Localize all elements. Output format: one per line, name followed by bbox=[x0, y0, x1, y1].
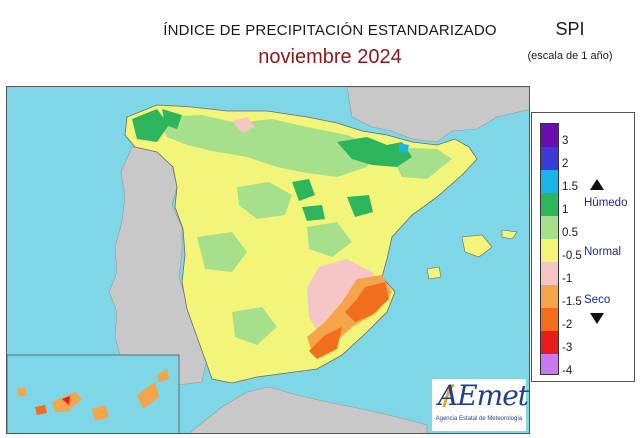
index-name: SPI bbox=[555, 19, 585, 39]
dry-arrow-down-icon bbox=[590, 313, 604, 324]
scale-note: (escala de 1 año) bbox=[527, 50, 613, 62]
almeria-dark-orange-region bbox=[309, 327, 342, 359]
iberico-green-region bbox=[347, 195, 373, 217]
legend-tick-0-5: 0.5 bbox=[562, 227, 578, 239]
lanzarote-island bbox=[157, 369, 169, 382]
center-green-region bbox=[302, 205, 325, 221]
spi-map bbox=[6, 86, 530, 434]
alicante-dark-orange-region bbox=[345, 282, 389, 322]
legend-tick-neg-4: -4 bbox=[562, 365, 573, 377]
galicia-green-region bbox=[132, 109, 169, 142]
legend-label-dry: Seco bbox=[584, 294, 611, 306]
france-land bbox=[346, 87, 529, 143]
legend-swatch-0 bbox=[541, 124, 558, 147]
east-light-green-region bbox=[307, 222, 352, 257]
la-gomera-island bbox=[35, 405, 47, 415]
legend-color-bar bbox=[540, 123, 559, 375]
dark-orange-regions bbox=[309, 282, 389, 359]
fuerteventura-island bbox=[137, 382, 159, 409]
legend-swatch-6 bbox=[541, 262, 558, 285]
tenerife-core-region bbox=[62, 396, 70, 405]
map-title: ÍNDICE DE PRECIPITACIÓN ESTANDARIZADO bbox=[163, 22, 497, 39]
legend-swatch-10 bbox=[541, 354, 558, 374]
legend-tick-3: 3 bbox=[562, 135, 569, 147]
legend-swatch-1 bbox=[541, 147, 558, 170]
light-green-regions bbox=[157, 115, 452, 345]
north-pink-region bbox=[232, 117, 255, 133]
center-north-green-region bbox=[292, 179, 315, 201]
legend-tick-neg-1: -1 bbox=[562, 273, 573, 285]
south-light-green-region bbox=[232, 307, 277, 345]
wet-arrow-up-icon bbox=[590, 179, 604, 190]
ebro-north-green-region bbox=[337, 137, 412, 167]
aemet-logo: AEmet Agencia Estatal de Meteorología bbox=[432, 379, 529, 431]
west-light-green-region bbox=[197, 232, 247, 272]
legend-swatch-8 bbox=[541, 308, 558, 331]
spi-legend: 3 2 1.5 1 0.5 -0.5 -1 -1.5 -2 -3 -4 Húme… bbox=[531, 112, 635, 382]
legend-tick-2: 2 bbox=[562, 158, 569, 170]
center-light-green-region bbox=[237, 182, 292, 219]
map-subtitle-date: noviembre 2024 bbox=[258, 46, 402, 68]
legend-tick-neg-3: -3 bbox=[562, 342, 573, 354]
aemet-logo-text: AEmet bbox=[438, 379, 529, 412]
map-drawing bbox=[7, 87, 529, 433]
asturias-green-region bbox=[162, 109, 182, 129]
legend-tick-neg-2: -2 bbox=[562, 319, 573, 331]
green-regions bbox=[132, 109, 412, 221]
la-palma-island bbox=[17, 387, 27, 397]
legend-tick-1: 1 bbox=[562, 204, 569, 216]
mallorca-island bbox=[461, 234, 493, 258]
legend-swatch-9 bbox=[541, 331, 558, 354]
north-light-green-region bbox=[157, 115, 377, 177]
legend-swatch-4 bbox=[541, 216, 558, 239]
menorca-island bbox=[501, 229, 518, 240]
legend-tick-1-5: 1.5 bbox=[562, 181, 578, 193]
legend-swatch-5 bbox=[541, 239, 558, 262]
legend-label-normal: Normal bbox=[584, 246, 622, 258]
aemet-logo-subtext: Agencia Estatal de Meteorología bbox=[435, 416, 523, 422]
legend-swatch-3 bbox=[541, 193, 558, 216]
legend-swatch-7 bbox=[541, 285, 558, 308]
spain-mainland bbox=[124, 104, 478, 384]
africa-land bbox=[189, 386, 428, 433]
cyan-region bbox=[399, 143, 409, 153]
legend-label-wet: Húmedo bbox=[584, 197, 628, 209]
canary-islands bbox=[17, 369, 169, 421]
legend-swatch-2 bbox=[541, 170, 558, 193]
gran-canaria-island bbox=[92, 405, 109, 421]
legend-tick-neg-0-5: -0.5 bbox=[562, 250, 582, 262]
ibiza-island bbox=[426, 266, 442, 280]
legend-tick-neg-1-5: -1.5 bbox=[562, 296, 582, 308]
